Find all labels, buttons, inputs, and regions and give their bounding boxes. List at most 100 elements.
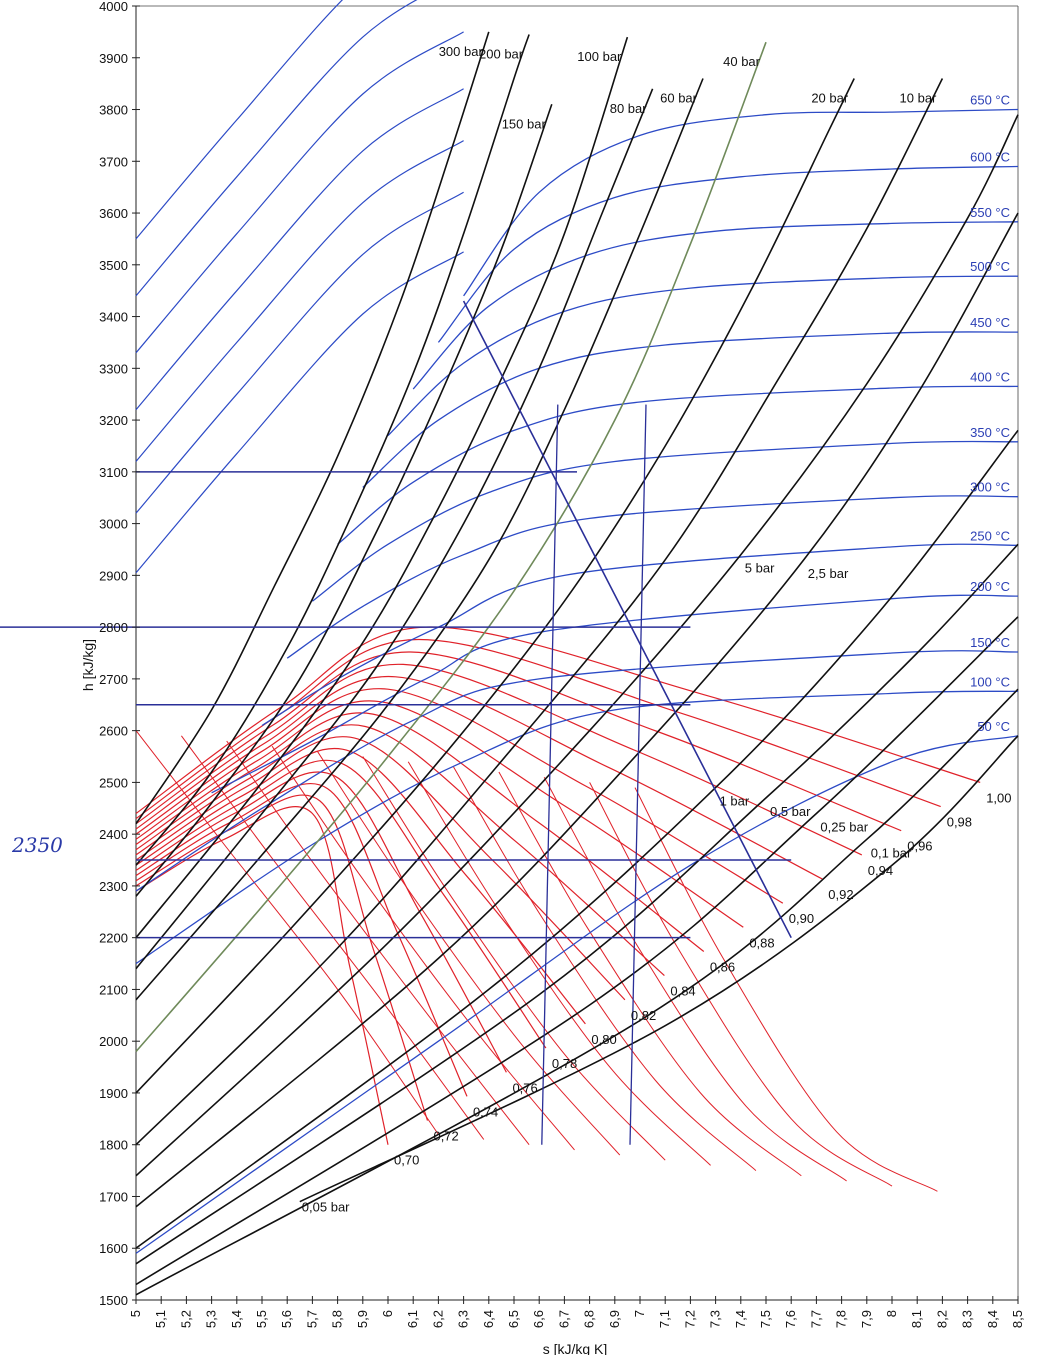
y-tick-label: 2800 [99, 620, 128, 635]
isotherm-label: 200 °C [970, 579, 1010, 594]
y-tick-label: 3100 [99, 465, 128, 480]
process-marker-lines [0, 300, 792, 1145]
y-tick-label: 3700 [99, 154, 128, 169]
x-tick-label: 7,1 [657, 1310, 672, 1328]
isobar-label: 2,5 bar [808, 566, 849, 581]
quality-label: 1,00 [986, 790, 1011, 805]
isobar-line [135, 429, 1019, 1249]
isobar-label: 0,1 bar [871, 845, 912, 860]
isobar-line [135, 104, 553, 897]
y-tick-label: 2400 [99, 827, 128, 842]
x-tick-label: 6,4 [481, 1310, 496, 1328]
isotherm-label: 500 °C [970, 259, 1010, 274]
x-axis-label: s [kJ/kg K] [543, 1341, 608, 1355]
isotherm-line [412, 221, 1019, 390]
isotherm-line [387, 275, 1019, 437]
isotherm-line [437, 165, 1019, 343]
isobar-label: 1 bar [720, 794, 750, 809]
x-tick-label: 7,4 [733, 1310, 748, 1328]
isotherm-line [286, 495, 1019, 659]
isobar-label: 100 bar [577, 49, 622, 64]
isobar-label: 0,05 bar [302, 1200, 350, 1215]
isobar-line [135, 78, 944, 1146]
isobar-label: 40 bar [723, 54, 761, 69]
y-tick-label: 2500 [99, 775, 128, 790]
marker-s-line [541, 404, 559, 1145]
isotherm-line [337, 385, 1019, 545]
quality-fan-line [135, 730, 439, 1135]
isobar-label: 200 bar [479, 46, 524, 61]
quality-fan-line [543, 776, 847, 1182]
quality-fan-line [453, 766, 757, 1171]
quality-label: 0,86 [710, 959, 735, 974]
quality-fan-line [589, 782, 893, 1187]
isobar-line [135, 34, 530, 866]
x-tick-label: 6,1 [405, 1310, 420, 1328]
x-axis-ticks: 5 5,1 5,2 5,3 5,4 5,5 5,6 5,7 5,8 5,9 6 6,1 6,2 6,3 6,… [128, 1296, 1025, 1328]
x-tick-label: 5,7 [304, 1310, 319, 1328]
y-tick-label: 3900 [99, 51, 128, 66]
x-tick-label: 5 [128, 1310, 143, 1317]
x-tick-label: 7,7 [808, 1310, 823, 1328]
isotherm-label: 300 °C [970, 480, 1010, 495]
x-tick-label: 5,9 [355, 1310, 370, 1328]
isotherm-line [135, 735, 1019, 1254]
quality-line [135, 724, 665, 977]
isotherm-label: 100 °C [970, 674, 1010, 689]
y-tick-label: 3600 [99, 206, 128, 221]
quality-line [135, 794, 429, 1121]
isotherm-label: 250 °C [970, 528, 1010, 543]
isotherm-extension [135, 31, 464, 354]
y-tick-label: 2900 [99, 568, 128, 583]
isotherm-label: 450 °C [970, 315, 1010, 330]
isotherm-extension [135, 0, 344, 240]
isotherm-label: 150 °C [970, 635, 1010, 650]
quality-line [135, 736, 626, 1001]
isobar-line [299, 735, 1019, 1203]
y-tick-label: 1700 [99, 1189, 128, 1204]
x-tick-label: 7,3 [708, 1310, 723, 1328]
isobar-label: 0,25 bar [820, 819, 868, 834]
x-tick-label: 6,8 [582, 1310, 597, 1328]
x-tick-label: 7,8 [834, 1310, 849, 1328]
quality-label: 0,88 [749, 935, 774, 950]
y-tick-label: 2700 [99, 672, 128, 687]
isobar-label: 5 bar [745, 561, 775, 576]
quality-line [135, 700, 744, 928]
y-tick-label: 2100 [99, 982, 128, 997]
quality-lines [135, 626, 981, 1192]
isotherm-extension [135, 251, 464, 574]
x-tick-label: 7,6 [783, 1310, 798, 1328]
quality-line [135, 676, 823, 880]
x-tick-label: 5,3 [204, 1310, 219, 1328]
x-tick-label: 5,8 [330, 1310, 345, 1328]
y-tick-label: 2200 [99, 931, 128, 946]
isotherm-extension [135, 191, 464, 514]
quality-label: 0,78 [552, 1056, 577, 1071]
y-axis-ticks: 1500 1600 1700 1800 1900 2000 2100 2200 2300 2400… [99, 0, 140, 1308]
y-tick-label: 2000 [99, 1034, 128, 1049]
y-tick-label: 3800 [99, 103, 128, 118]
y-tick-label: 3300 [99, 361, 128, 376]
isotherm-line [312, 440, 1019, 602]
x-tick-label: 6,2 [430, 1310, 445, 1328]
quality-label: 0,98 [947, 815, 972, 830]
quality-fan-line [407, 761, 711, 1166]
isobar-label: 0,5 bar [770, 804, 811, 819]
isobar-line [135, 688, 1019, 1296]
isotherm-extension [135, 0, 418, 297]
isobar-line [135, 41, 767, 1053]
isotherm-label: 550 °C [970, 205, 1010, 220]
isotherm-label: 350 °C [970, 425, 1010, 440]
isotherm-extension [135, 88, 464, 411]
quality-line [135, 663, 863, 856]
isotherm-line [211, 594, 1019, 794]
y-tick-label: 3200 [99, 413, 128, 428]
x-tick-label: 8,5 [1010, 1310, 1025, 1328]
quality-fan-line [362, 756, 666, 1161]
quality-label: 0,70 [394, 1153, 419, 1168]
y-tick-label: 1800 [99, 1138, 128, 1153]
x-tick-label: 5,6 [279, 1310, 294, 1328]
quality-label: 0,96 [907, 839, 932, 854]
